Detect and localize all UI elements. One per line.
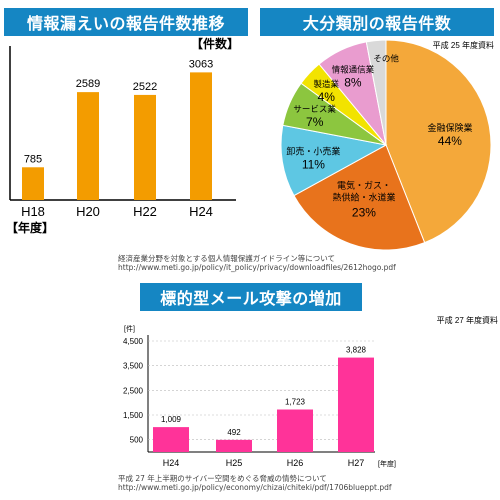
value-label-H20: 2589 [76,78,100,90]
pie-label-text: サービス業 [293,104,336,114]
x-tick-H24: H24 [163,458,180,468]
pie-slice-1 [293,144,426,250]
attack-chart-title: 標的型メール攻撃の増加 [140,283,362,311]
source-guideline-url[interactable]: http://www.meti.go.jp/policy/it_policy/p… [118,263,396,272]
value-label-H27: 3,828 [346,346,367,355]
bar-H26 [277,409,313,452]
bar-H18 [22,167,44,200]
bar-H20 [77,92,99,200]
category-chart-title: 大分類別の報告件数 [260,8,494,36]
pie-label-text: 金融保険業 [427,122,472,133]
y-unit-label: [件] [124,324,135,333]
bar-H27 [338,357,374,452]
bar-H24 [153,427,189,452]
pie-label-text: 製造業 [314,79,340,89]
value-label-H24: 1,009 [161,415,182,424]
pie-percent: 11% [302,157,325,171]
pie-percent: 23% [352,205,376,219]
source-guideline-title: 経済産業分野を対象とする個人情報保護ガイドライン等について [118,254,336,263]
y-tick-1500: 1,500 [123,411,144,420]
y-tick-500: 500 [130,436,144,445]
source-cyber-url[interactable]: http://www.meti.go.jp/policy/economy/chi… [118,483,392,492]
x-tick-H25: H25 [226,458,243,468]
pie-label-text: 電気・ガス・ [337,179,391,190]
value-label-H25: 492 [227,428,241,437]
pie-note: 平成 25 年度資料 [433,40,494,50]
pie-slice-0 [385,39,492,244]
leaks-bar-chart: 【件数】 785 H18 2589 H20 2522 H22 3063 H24 【年度】 [6,36,239,235]
x-tick-H27: H27 [348,458,365,468]
value-label-H24: 3063 [189,58,213,70]
leaks-chart-title: 情報漏えいの報告件数推移 [4,8,248,36]
x-tick-H18: H18 [21,204,45,219]
y-tick-3500: 3,500 [123,362,144,371]
bar-H24 [190,72,212,200]
x-axis-label: [年度] [378,459,396,468]
x-tick-H26: H26 [287,458,304,468]
pie-label-text: 熱供給・水道業 [332,191,395,202]
pie-slice-6 [365,39,387,146]
source-cyber-title: 平成 27 年上半期のサイバー空間をめぐる脅威の情勢について [118,474,327,483]
pie-label-6: その他 [373,53,399,63]
pie-percent: 44% [438,134,462,148]
pie-label-1: 電気・ガス・熱供給・水道業 23% [332,179,395,219]
x-tick-H24: H24 [189,204,213,219]
pie-percent: 7% [306,115,324,129]
attack-bar-chart: 平成 27 年度資料 [件] 500 1,500 2,500 3,500 4,500 1,00… [123,315,498,468]
pie-label-text: 卸売・小売業 [286,145,340,156]
pie-slice-2 [280,124,388,197]
x-axis-label: 【年度】 [6,220,54,235]
x-tick-H22: H22 [133,204,157,219]
y-tick-4500: 4,500 [123,337,144,346]
value-label-H18: 785 [24,153,42,165]
pie-label-text: 情報通信業 [332,65,375,75]
value-label-H22: 2522 [133,81,157,93]
attack-note: 平成 27 年度資料 [437,315,498,325]
pie-percent: 8% [344,76,362,90]
pie-percent: 4% [318,90,336,104]
bar-H22 [134,94,156,200]
y-unit-label: 【件数】 [191,36,239,51]
bar-H25 [216,439,252,452]
pie-label-text: その他 [373,53,399,63]
value-label-H26: 1,723 [285,397,306,406]
x-tick-H20: H20 [76,204,100,219]
y-tick-2500: 2,500 [123,386,144,395]
